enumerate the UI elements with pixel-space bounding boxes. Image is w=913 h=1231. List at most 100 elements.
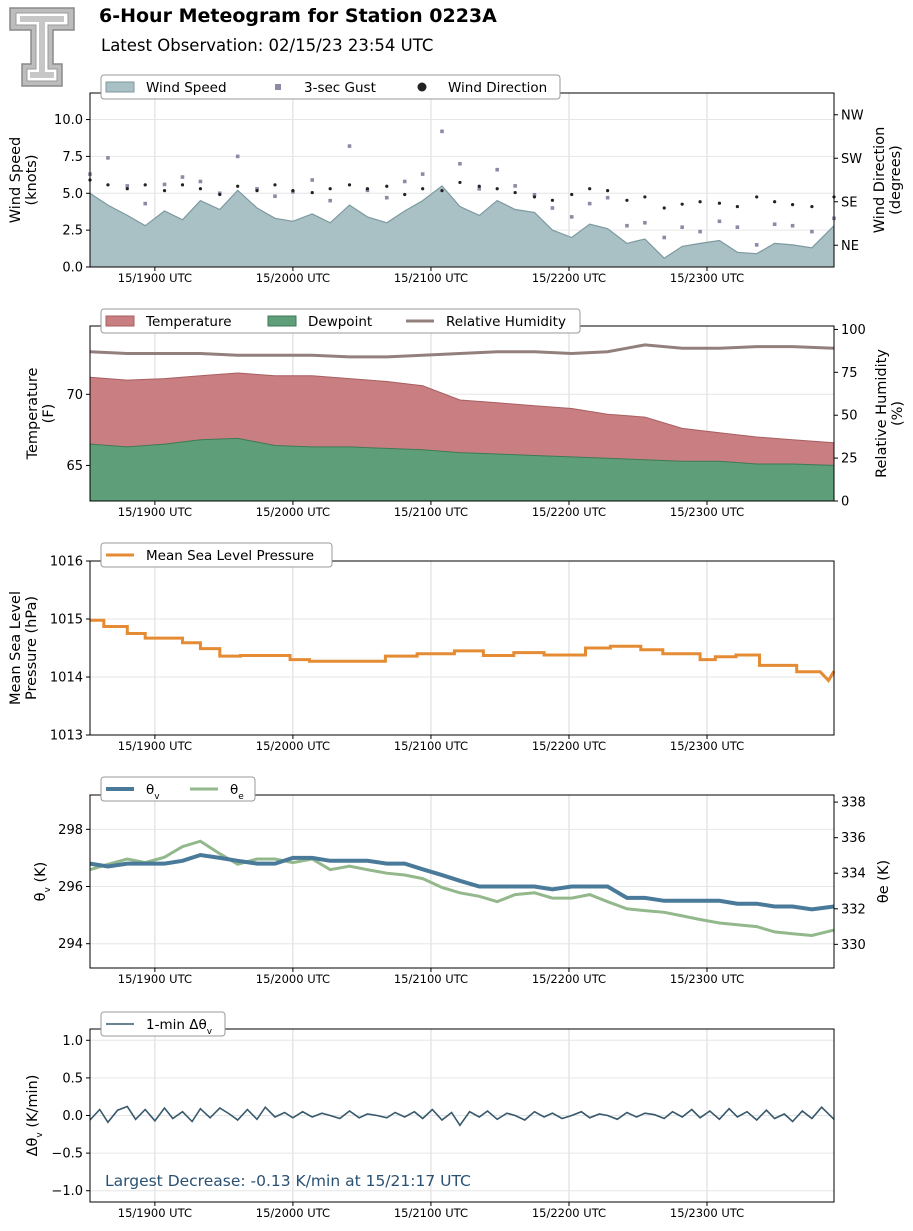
dtheta-frame	[89, 1028, 835, 1203]
theta-y2tick-label: 338	[841, 796, 866, 811]
gust-point	[698, 229, 702, 234]
temp-y2tick-label: 100	[841, 323, 866, 338]
temp-legend-label: Temperature	[145, 314, 232, 330]
wind-y2tick-label: NW	[841, 108, 864, 123]
theta-ylabel-line: θv (K)	[33, 862, 53, 902]
theta-y2tick-label: 330	[841, 938, 866, 953]
theta-axes-box	[89, 794, 835, 969]
pres-xtick-label: 15/2000 UTC	[256, 739, 330, 753]
direction-point	[513, 190, 517, 195]
wind-legend-label: Wind Speed	[146, 80, 227, 96]
direction-point	[143, 183, 147, 187]
page-subtitle: Latest Observation: 02/15/23 23:54 UTC	[101, 36, 434, 55]
direction-point	[755, 195, 759, 199]
direction-point	[440, 189, 444, 193]
temperature-line	[89, 372, 835, 444]
temp-legend-swatch	[105, 315, 135, 327]
temp-y2tick-label: 0	[841, 495, 849, 510]
gust-point	[550, 206, 555, 210]
pres-ylabel: Mean Sea Level Pressure (hPa)	[8, 591, 40, 705]
temp-legend-box	[100, 308, 581, 334]
gust-point	[310, 178, 315, 182]
gust-point	[384, 195, 389, 200]
rh-line	[89, 343, 835, 359]
theta-y2tick-label: 336	[841, 831, 866, 846]
gust-point	[273, 194, 277, 199]
theta-xtick-label: 15/2300 UTC	[670, 972, 744, 986]
direction-point	[606, 189, 610, 193]
pres-xtick-label: 15/2100 UTC	[394, 739, 468, 753]
temp-legend-label: Dewpoint	[308, 314, 372, 330]
wind-legend-box	[100, 74, 561, 100]
direction-point	[125, 187, 129, 191]
wind-legend-label: Wind Direction	[448, 80, 547, 96]
dtheta-legend-label: 1-min Δθv	[146, 1017, 213, 1037]
direction-point	[458, 180, 462, 185]
gust-point	[569, 215, 574, 219]
temp-y2label-line: (%)	[890, 401, 906, 426]
texas-tech-logo	[8, 6, 76, 92]
gust-point	[420, 172, 425, 176]
direction-point	[180, 183, 185, 187]
dtheta-annotation: Largest Decrease: -0.13 K/min at 15/21:1…	[105, 1172, 471, 1190]
gust-point	[495, 167, 499, 172]
direction-point	[236, 184, 240, 188]
gust-point	[513, 184, 517, 188]
direction-point	[532, 195, 537, 199]
temp-y2tick-label: 25	[841, 452, 858, 467]
wind-ytick-label: 2.5	[62, 224, 83, 239]
pres-ytick-label: 1014	[50, 671, 83, 686]
direction-point	[588, 187, 592, 191]
wind-y2tick-label: SE	[841, 195, 857, 210]
temp-legend-label: Relative Humidity	[446, 314, 566, 330]
dewpoint-line	[89, 437, 835, 466]
theta-xtick-label: 15/2000 UTC	[256, 972, 330, 986]
gust-point	[106, 156, 110, 160]
direction-point	[477, 184, 481, 188]
wind-legend: Wind Speed 3-sec Gust Wind Direction	[100, 74, 561, 100]
dtheta-ytick-label: −1.0	[51, 1184, 83, 1199]
theta-y2tick-label: 332	[841, 902, 866, 917]
gust-point	[754, 243, 759, 247]
pres-xtick-label: 15/1900 UTC	[118, 739, 192, 753]
pres-frame	[89, 560, 835, 736]
direction-point	[403, 192, 407, 197]
gust-point	[790, 223, 795, 228]
wind-y2label-line: Wind Direction	[872, 127, 888, 234]
direction-point	[328, 187, 332, 191]
direction-point	[106, 183, 110, 187]
dtheta-ylabel: Δθv (K/min)	[25, 1075, 45, 1157]
direction-point	[790, 203, 795, 207]
temp-y2label: Relative Humidity (%)	[874, 349, 906, 478]
gust-point	[180, 175, 185, 179]
pres-xtick-label: 15/2300 UTC	[670, 739, 744, 753]
wind-xtick-label: 15/2000 UTC	[256, 271, 330, 285]
pres-legend-box	[100, 542, 333, 568]
dtheta-axes-box	[89, 1028, 835, 1203]
gust-point	[605, 195, 610, 200]
wind-xtick-label: 15/1900 UTC	[118, 271, 192, 285]
wind-ytick-label: 10.0	[54, 113, 83, 128]
temp-xtick-label: 15/2200 UTC	[532, 505, 606, 519]
dewpoint-area	[90, 438, 834, 501]
dtheta-xtick-label: 15/1900 UTC	[118, 1206, 192, 1220]
gust-point	[587, 201, 592, 206]
wind-legend-label: 3-sec Gust	[304, 80, 376, 96]
pres-ytick-label: 1013	[50, 729, 83, 744]
theta-ytick-label: 298	[58, 823, 83, 838]
gust-point	[717, 219, 722, 224]
pres-xtick-label: 15/2200 UTC	[532, 739, 606, 753]
wind-ylabel-line: (knots)	[24, 154, 40, 205]
gust-point	[347, 144, 352, 148]
wind-ylabel-line: Wind Speed	[8, 137, 24, 224]
wind-legend-swatch	[417, 82, 427, 92]
dtheta-xtick-label: 15/2300 UTC	[670, 1206, 744, 1220]
gust-point	[402, 179, 407, 184]
wind-y2label: Wind Direction (degrees)	[872, 127, 904, 234]
theta-legend: θv θe	[100, 776, 256, 802]
theta-ytick-label: 294	[58, 937, 83, 952]
dtheta-ylabel-line: Δθv (K/min)	[25, 1075, 45, 1157]
pres-ytick-label: 1015	[50, 613, 83, 628]
direction-point	[310, 190, 314, 195]
